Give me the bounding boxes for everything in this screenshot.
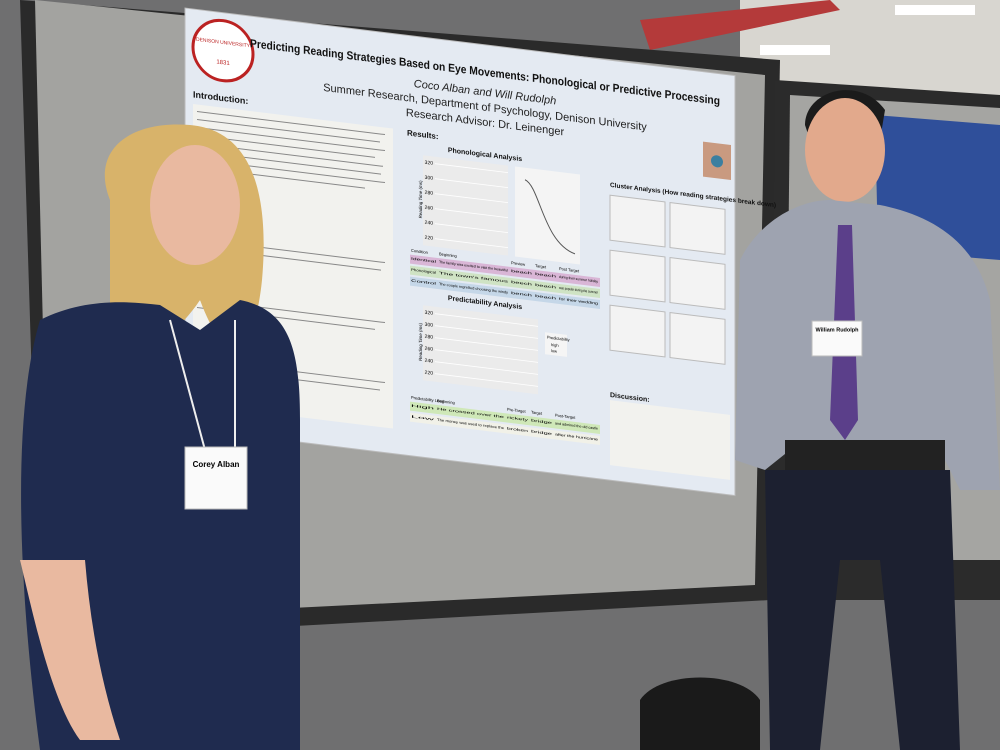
y-tick-label: 220 xyxy=(425,235,434,242)
ceiling-light xyxy=(760,45,830,55)
table-cell: was popular during the summer xyxy=(559,286,599,295)
y-tick-label: 240 xyxy=(425,220,434,227)
trousers xyxy=(765,470,960,750)
grid-line xyxy=(435,178,508,189)
table-cell: beach xyxy=(511,269,532,276)
legend-item: low xyxy=(551,348,557,354)
table-header: Target xyxy=(535,263,547,269)
face xyxy=(805,98,885,202)
grid-line xyxy=(435,337,538,351)
eye-iris xyxy=(711,155,723,168)
table-row xyxy=(410,265,600,298)
table-header: Post Target xyxy=(559,266,580,274)
y-tick-label: 260 xyxy=(425,346,434,353)
seal xyxy=(191,18,255,83)
table-cell: Low xyxy=(411,415,435,422)
grid-line xyxy=(435,238,508,249)
table-row xyxy=(410,412,600,445)
name-badge xyxy=(184,446,248,510)
section-heading: Results: xyxy=(407,128,439,141)
table-row xyxy=(410,276,600,309)
table-cell: bench xyxy=(511,291,532,298)
table-row xyxy=(410,254,600,287)
chart-panel xyxy=(423,305,538,395)
arm xyxy=(20,560,120,740)
y-tick-label: 220 xyxy=(425,370,434,377)
table-cell: after the hurricane xyxy=(555,432,598,441)
table-cell: beach xyxy=(535,272,556,279)
grid-line xyxy=(435,208,508,219)
table-cell: during their summer holiday xyxy=(559,275,598,284)
seal-year: 1831 xyxy=(216,59,230,67)
y-tick-label: 300 xyxy=(425,322,434,329)
table-row xyxy=(410,401,600,434)
curve xyxy=(524,179,576,255)
table-cell: beech xyxy=(511,280,532,287)
person-right: William Rudolph xyxy=(735,90,1000,750)
grid-line xyxy=(435,163,508,174)
axis-label: Reading Time (ms) xyxy=(418,180,423,219)
table-cell: for their wedding xyxy=(559,297,598,306)
grid-line xyxy=(435,325,538,339)
table-cell: beach xyxy=(535,294,556,301)
grid-line xyxy=(435,193,508,204)
section-heading: Discussion: xyxy=(610,392,650,404)
table-cell: Control xyxy=(411,279,436,286)
name-badge xyxy=(811,320,863,357)
lanyard xyxy=(169,319,206,451)
grid-line xyxy=(435,373,538,387)
table-header: Target xyxy=(531,410,543,416)
table-cell: High xyxy=(411,404,434,411)
shirt xyxy=(735,200,1000,490)
table-header: Preview xyxy=(511,260,525,267)
table-cell: Identical xyxy=(411,257,436,264)
table-cell: broken xyxy=(507,426,528,433)
grid-line xyxy=(435,361,538,375)
table-header: Beginning xyxy=(437,398,455,405)
table-header: Condition xyxy=(411,248,428,255)
face xyxy=(150,145,240,265)
table-header: Beginning xyxy=(439,251,457,258)
grid-line xyxy=(435,223,508,234)
y-tick-label: 300 xyxy=(425,175,434,182)
ceiling-light xyxy=(895,5,975,15)
grid-line xyxy=(435,313,538,327)
badge-name: Corey Alban xyxy=(193,460,240,469)
y-tick-label: 280 xyxy=(425,334,434,341)
backpack xyxy=(640,677,760,750)
chart-panel xyxy=(423,155,508,256)
axis-label: Reading Time (ms) xyxy=(418,322,423,361)
table-cell: rickety xyxy=(507,415,528,422)
y-tick-label: 260 xyxy=(425,205,434,212)
y-tick-label: 280 xyxy=(425,190,434,197)
y-tick-label: 240 xyxy=(425,358,434,365)
legend-title: Predictability xyxy=(547,335,570,343)
curve-panel xyxy=(515,166,580,265)
table-cell: Phonological xyxy=(411,268,436,275)
table-cell: and admired the old castle xyxy=(555,421,598,430)
legend-box xyxy=(545,332,567,357)
y-tick-label: 320 xyxy=(425,310,434,317)
y-tick-label: 320 xyxy=(425,160,434,167)
red-beam xyxy=(640,0,840,50)
table-cell: bridge xyxy=(531,418,552,425)
table-header: Pre-Target xyxy=(507,407,526,414)
legend-item: high xyxy=(551,342,559,348)
table-header: Post-Target xyxy=(555,413,576,421)
badge-name: William Rudolph xyxy=(815,327,859,333)
cluster-plots xyxy=(609,194,726,365)
table-header: Predictability Level xyxy=(411,395,444,404)
person-left: Corey Alban xyxy=(20,124,300,750)
discussion-text-block xyxy=(610,400,730,480)
table-cell: bridge xyxy=(531,429,552,436)
grid-line xyxy=(435,349,538,363)
table-cell: beach xyxy=(535,283,556,290)
belt xyxy=(785,440,945,470)
